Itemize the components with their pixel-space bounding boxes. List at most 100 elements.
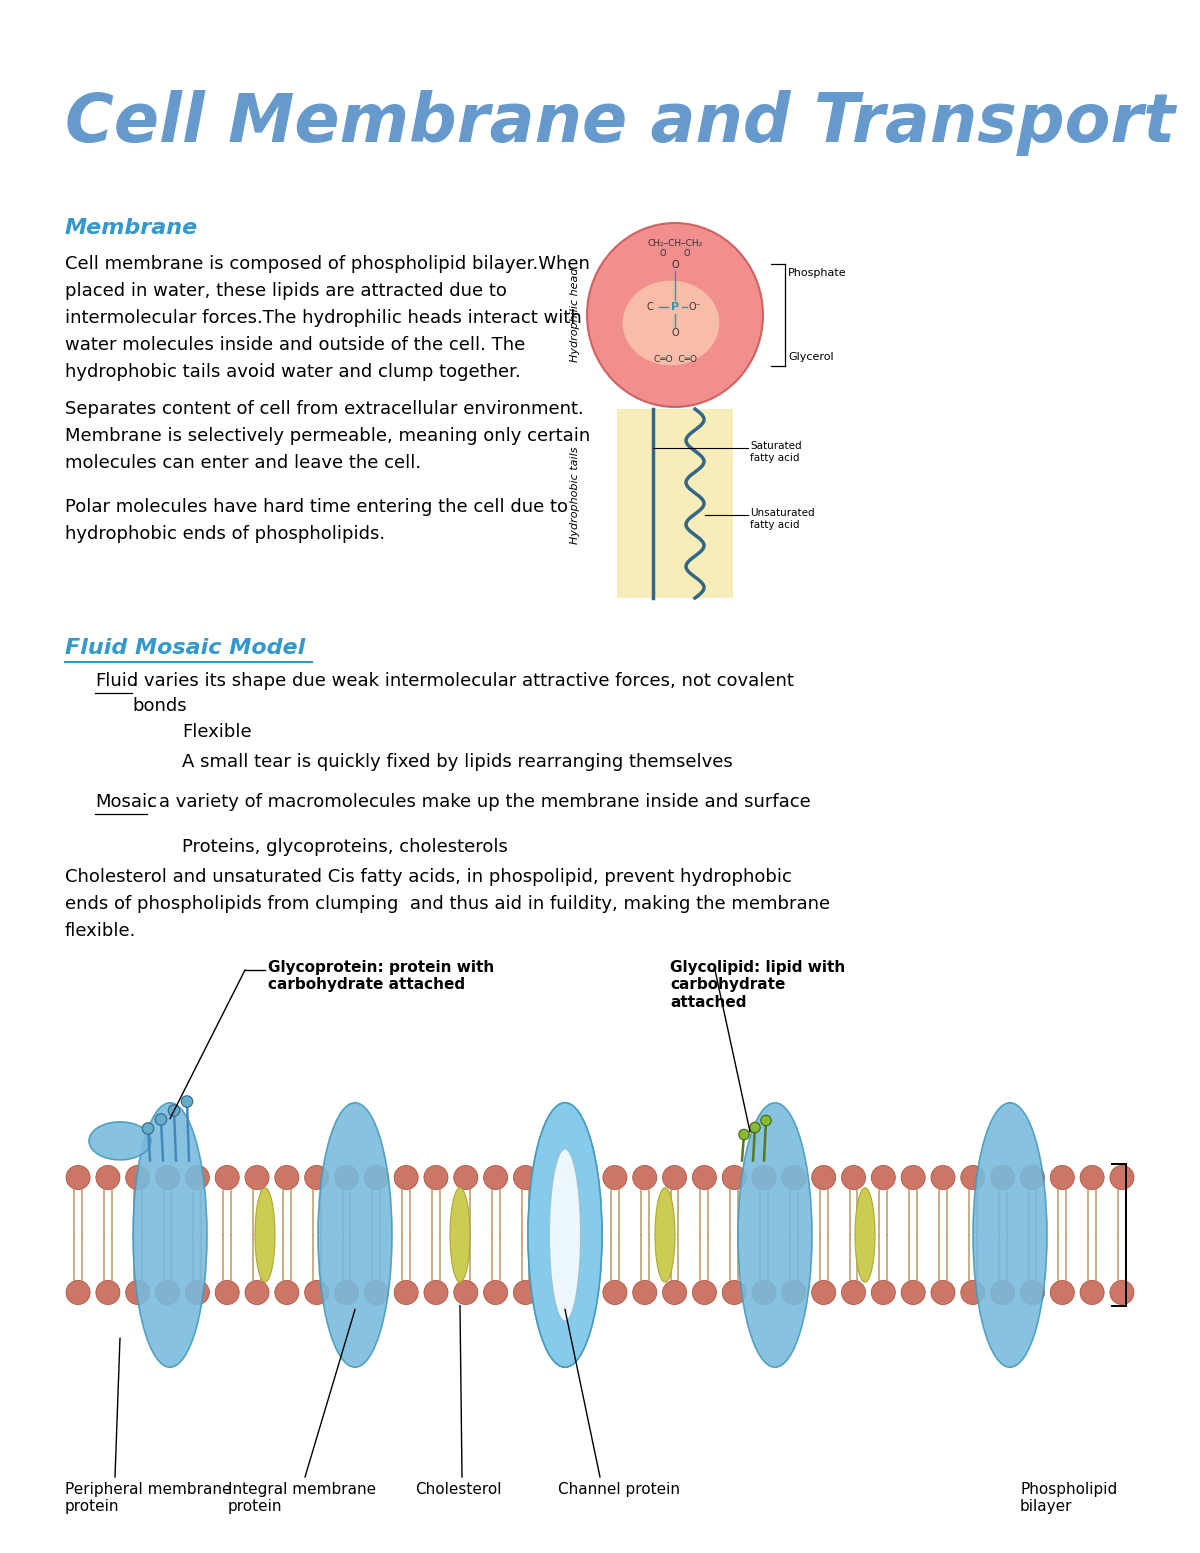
Circle shape <box>156 1165 180 1190</box>
Circle shape <box>722 1281 746 1305</box>
Circle shape <box>185 1165 210 1190</box>
Circle shape <box>66 1281 90 1305</box>
Circle shape <box>901 1281 925 1305</box>
Text: Channel protein: Channel protein <box>558 1482 680 1497</box>
Text: O⁻: O⁻ <box>689 301 701 312</box>
Circle shape <box>722 1165 746 1190</box>
Circle shape <box>752 1281 776 1305</box>
Circle shape <box>811 1165 835 1190</box>
Circle shape <box>602 1165 626 1190</box>
Circle shape <box>871 1281 895 1305</box>
Circle shape <box>514 1165 538 1190</box>
Text: Separates content of cell from extracellular environment.
Membrane is selectivel: Separates content of cell from extracell… <box>65 401 590 472</box>
Ellipse shape <box>89 1121 151 1160</box>
Circle shape <box>168 1104 180 1117</box>
Ellipse shape <box>973 1103 1046 1367</box>
Circle shape <box>632 1165 656 1190</box>
Ellipse shape <box>550 1149 581 1322</box>
Circle shape <box>871 1165 895 1190</box>
Circle shape <box>692 1165 716 1190</box>
Circle shape <box>990 1281 1015 1305</box>
Text: Fluid: Fluid <box>95 672 138 690</box>
Circle shape <box>335 1281 359 1305</box>
Text: Hydrophilic head: Hydrophilic head <box>570 267 580 362</box>
Circle shape <box>990 1165 1015 1190</box>
Ellipse shape <box>528 1103 602 1367</box>
Text: Cholesterol and unsaturated Cis fatty acids, in phospolipid, prevent hydrophobic: Cholesterol and unsaturated Cis fatty ac… <box>65 868 830 940</box>
Text: A small tear is quickly fixed by lipids rearranging themselves: A small tear is quickly fixed by lipids … <box>182 753 733 770</box>
Circle shape <box>394 1281 418 1305</box>
Text: Proteins, glycoproteins, cholesterols: Proteins, glycoproteins, cholesterols <box>182 839 508 856</box>
Text: Integral membrane
protein: Integral membrane protein <box>228 1482 376 1514</box>
Circle shape <box>245 1165 269 1190</box>
Circle shape <box>811 1281 835 1305</box>
Circle shape <box>1050 1165 1074 1190</box>
Circle shape <box>424 1165 448 1190</box>
Circle shape <box>752 1165 776 1190</box>
Circle shape <box>750 1123 761 1132</box>
Ellipse shape <box>318 1103 392 1367</box>
Circle shape <box>156 1281 180 1305</box>
Text: Saturated
fatty acid: Saturated fatty acid <box>750 441 802 463</box>
Circle shape <box>454 1281 478 1305</box>
Ellipse shape <box>587 224 763 407</box>
Ellipse shape <box>738 1103 812 1367</box>
Circle shape <box>1020 1281 1044 1305</box>
Circle shape <box>96 1281 120 1305</box>
Circle shape <box>181 1096 193 1107</box>
Text: Glycolipid: lipid with
carbohydrate
attached: Glycolipid: lipid with carbohydrate atta… <box>670 960 845 1009</box>
Circle shape <box>1110 1281 1134 1305</box>
Circle shape <box>901 1165 925 1190</box>
Circle shape <box>305 1281 329 1305</box>
Text: P: P <box>671 301 679 312</box>
Circle shape <box>841 1281 865 1305</box>
Circle shape <box>632 1281 656 1305</box>
Text: Hydrophobic tails: Hydrophobic tails <box>570 446 580 544</box>
Circle shape <box>1080 1165 1104 1190</box>
Circle shape <box>126 1165 150 1190</box>
Circle shape <box>931 1165 955 1190</box>
Circle shape <box>484 1281 508 1305</box>
Bar <box>617 408 733 598</box>
Text: Glycoprotein: protein with
carbohydrate attached: Glycoprotein: protein with carbohydrate … <box>268 960 494 992</box>
Circle shape <box>1080 1281 1104 1305</box>
Ellipse shape <box>623 281 720 365</box>
Circle shape <box>275 1165 299 1190</box>
Circle shape <box>782 1165 806 1190</box>
Text: Flexible: Flexible <box>182 724 252 741</box>
Circle shape <box>335 1165 359 1190</box>
Circle shape <box>66 1165 90 1190</box>
Circle shape <box>1020 1165 1044 1190</box>
Text: : a variety of macromolecules make up the membrane inside and surface: : a variety of macromolecules make up th… <box>148 794 811 811</box>
Text: Cholesterol: Cholesterol <box>415 1482 502 1497</box>
Circle shape <box>185 1281 210 1305</box>
Circle shape <box>692 1281 716 1305</box>
Text: O: O <box>684 250 690 258</box>
Circle shape <box>544 1165 568 1190</box>
Circle shape <box>961 1165 985 1190</box>
Circle shape <box>215 1281 239 1305</box>
Circle shape <box>365 1281 389 1305</box>
Text: Glycerol: Glycerol <box>788 351 834 362</box>
Text: Polar molecules have hard time entering the cell due to
hydrophobic ends of phos: Polar molecules have hard time entering … <box>65 499 568 544</box>
Circle shape <box>96 1165 120 1190</box>
Circle shape <box>761 1115 772 1126</box>
Text: O: O <box>671 259 679 270</box>
Text: O: O <box>660 250 666 258</box>
Ellipse shape <box>450 1188 470 1283</box>
Circle shape <box>365 1165 389 1190</box>
Text: O: O <box>671 328 679 339</box>
Text: : varies its shape due weak intermolecular attractive forces, not covalent
bonds: : varies its shape due weak intermolecul… <box>132 672 794 714</box>
Text: Unsaturated
fatty acid: Unsaturated fatty acid <box>750 508 815 530</box>
Circle shape <box>245 1281 269 1305</box>
Text: CH₂–CH–CH₂: CH₂–CH–CH₂ <box>647 239 703 247</box>
Text: Membrane: Membrane <box>65 217 198 238</box>
Circle shape <box>662 1165 686 1190</box>
Circle shape <box>155 1114 167 1126</box>
Text: C═O  C═O: C═O C═O <box>654 356 696 365</box>
Circle shape <box>841 1165 865 1190</box>
Circle shape <box>514 1281 538 1305</box>
Ellipse shape <box>655 1188 674 1283</box>
Circle shape <box>544 1281 568 1305</box>
Ellipse shape <box>854 1188 875 1283</box>
